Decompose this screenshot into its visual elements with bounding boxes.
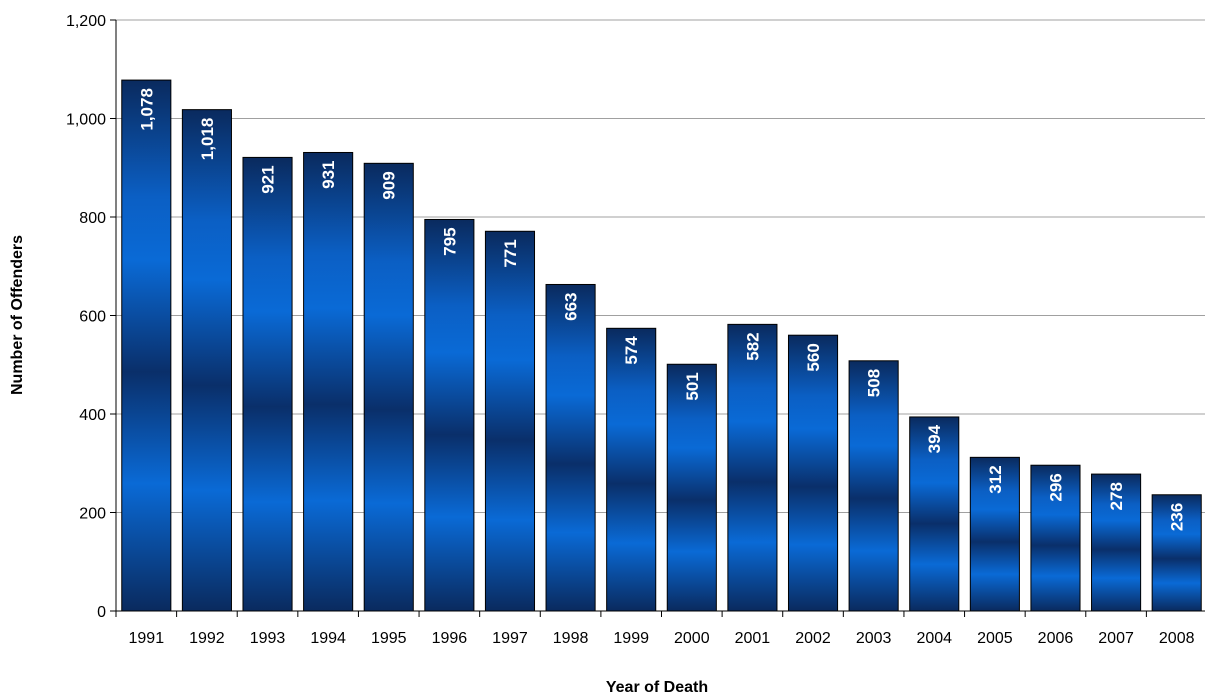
x-tick-label: 1998 <box>553 630 589 647</box>
bar-2005 <box>969 456 1020 612</box>
data-label: 795 <box>440 227 459 255</box>
y-axis-title: Number of Offenders <box>9 235 26 395</box>
x-tick-label: 1997 <box>492 630 528 647</box>
x-tick-label: 1992 <box>189 630 225 647</box>
y-tick-label: 0 <box>97 604 106 621</box>
axes <box>110 19 1205 617</box>
data-label: 1,018 <box>198 118 217 161</box>
bar-2008 <box>1151 494 1202 612</box>
bar-1996 <box>424 218 475 612</box>
data-label: 1,078 <box>137 88 156 131</box>
x-tick-label: 2004 <box>916 630 952 647</box>
x-tick-label: 1994 <box>310 630 346 647</box>
data-label: 501 <box>683 372 702 400</box>
bar-1997 <box>484 230 536 612</box>
data-label: 312 <box>986 465 1005 493</box>
bar-1995 <box>363 162 414 612</box>
bar-2006 <box>1030 464 1081 612</box>
data-label: 560 <box>804 343 823 371</box>
bar-1998 <box>545 283 596 612</box>
x-tick-label: 1999 <box>613 630 649 647</box>
data-label: 278 <box>1107 482 1126 510</box>
bar-1991 <box>121 79 172 612</box>
data-label: 236 <box>1168 503 1187 531</box>
y-tick-label: 600 <box>79 309 106 326</box>
x-tick-label: 1996 <box>432 630 468 647</box>
data-label: 296 <box>1046 473 1065 501</box>
y-tick-label: 200 <box>79 506 106 523</box>
bar-1994 <box>303 151 354 612</box>
bar-1992 <box>181 109 232 612</box>
bar-2004 <box>909 416 960 612</box>
y-tick-label: 800 <box>79 210 106 227</box>
x-tick-label: 2005 <box>977 630 1013 647</box>
bar-2007 <box>1091 473 1142 612</box>
bar-2002 <box>787 334 839 612</box>
bar-2001 <box>727 323 778 612</box>
tick-labels: 0 200 400 600 800 1,000 1,200 1991 1992 1993 1994 1… <box>66 13 1195 647</box>
x-tick-label: 1995 <box>371 630 407 647</box>
x-tick-label: 1991 <box>129 630 165 647</box>
gridlines <box>116 19 1205 513</box>
data-label: 663 <box>562 292 581 320</box>
x-axis-title: Year of Death <box>606 679 708 696</box>
data-label: 574 <box>622 336 641 365</box>
data-label: 931 <box>319 160 338 188</box>
data-label: 582 <box>743 332 762 360</box>
bar-1993 <box>242 156 293 612</box>
y-tick-label: 400 <box>79 407 106 424</box>
x-tick-label: 1993 <box>250 630 286 647</box>
data-label: 921 <box>259 165 278 193</box>
x-tick-label: 2007 <box>1098 630 1134 647</box>
data-label: 394 <box>925 424 944 453</box>
y-tick-label: 1,200 <box>66 13 106 30</box>
x-tick-label: 2000 <box>674 630 710 647</box>
data-label: 771 <box>501 239 520 267</box>
x-tick-label: 2002 <box>795 630 831 647</box>
x-tick-label: 2003 <box>856 630 892 647</box>
y-tick-label: 1,000 <box>66 112 106 129</box>
data-label: 508 <box>865 369 884 397</box>
bars: 1,078 1,018 921 931 909 795 771 663 574 501 582 560… <box>121 79 1202 612</box>
x-tick-label: 2001 <box>735 630 771 647</box>
bar-1999 <box>606 327 657 612</box>
data-label: 909 <box>380 171 399 199</box>
bar-2003 <box>848 360 899 612</box>
x-tick-label: 2006 <box>1038 630 1074 647</box>
x-tick-label: 2008 <box>1159 630 1195 647</box>
